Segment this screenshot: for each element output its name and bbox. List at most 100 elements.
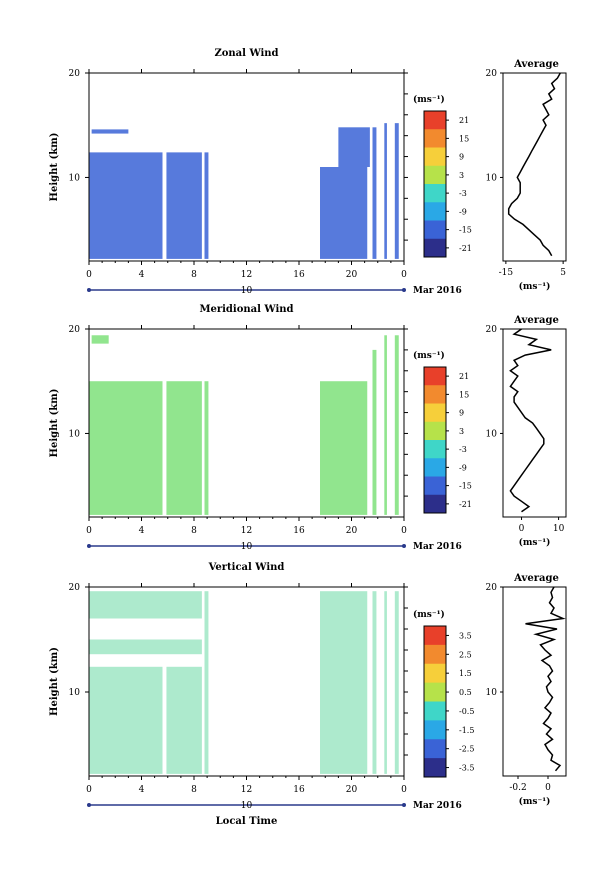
colorbar-segment: [424, 111, 446, 130]
y-tick-label: 10: [69, 173, 81, 183]
x-tick-label: 12: [241, 526, 252, 536]
colorbar-tick-label: 21: [459, 372, 469, 381]
x-tick-label: 4: [139, 270, 145, 280]
colorbar-tick-label: 3.5: [459, 631, 472, 640]
data-block: [89, 591, 202, 619]
x-tick-label: 20: [346, 526, 358, 536]
y-tick-label: 20: [69, 583, 81, 593]
y-axis-label: Height (km): [49, 389, 60, 458]
colorbar-segment: [424, 403, 446, 423]
colorbar-segment: [424, 184, 446, 203]
colorbar-segment: [424, 165, 446, 185]
data-block: [89, 152, 163, 259]
profile-x-label: (ms⁻¹): [519, 537, 551, 548]
x-tick-label: 8: [191, 526, 197, 536]
x-tick-label: 4: [139, 526, 145, 536]
date-axis-start: [87, 288, 91, 292]
colorbar-tick-label: -0.5: [459, 707, 474, 716]
colorbar-tick-label: -2.5: [459, 745, 474, 754]
colorbar-tick-label: 15: [459, 390, 469, 399]
data-block: [166, 666, 202, 774]
data-block: [384, 591, 387, 774]
profile-title: Average: [513, 59, 559, 70]
profile-x-tick-label: -15: [499, 268, 514, 278]
colorbar-segment: [424, 663, 446, 684]
data-block: [166, 381, 202, 515]
x-tick-label: 0: [401, 270, 407, 280]
colorbar-unit: (ms⁻¹): [413, 350, 445, 361]
panel-0: Zonal Wind 10 20 Height (km) 0 4 8 12 16 20 0 10 Mar…: [49, 48, 567, 296]
date-axis-end: [402, 544, 406, 548]
date-tick-label: 10: [241, 286, 253, 296]
data-block: [89, 666, 163, 774]
panel-2: Vertical Wind 10 20 Height (km) 0 4 8 12 16 20 0 10…: [49, 562, 567, 811]
x-tick-label: 0: [86, 785, 92, 795]
profile-x-label: (ms⁻¹): [519, 796, 551, 807]
colorbar-segment: [424, 129, 446, 148]
colorbar-frame: [423, 625, 447, 778]
profile-x-tick-label: 5: [560, 268, 566, 278]
x-tick-label: 0: [86, 526, 92, 536]
x-tick-label: 16: [293, 270, 305, 280]
colorbar-segment: [424, 385, 446, 404]
colorbar-tick-label: -3: [459, 189, 467, 198]
x-tick-label: 0: [401, 785, 407, 795]
x-tick-label: 12: [241, 270, 252, 280]
colorbar-segment: [424, 238, 446, 258]
date-label: Mar 2016: [413, 801, 462, 811]
profile-y-tick-label: 20: [486, 325, 498, 335]
data-block: [204, 381, 209, 515]
colorbar-segment: [424, 421, 446, 441]
data-block: [372, 591, 377, 774]
profile-y-tick-label: 20: [486, 583, 498, 593]
data-block: [372, 349, 377, 515]
colorbar-tick-label: 15: [459, 134, 469, 143]
data-block: [320, 591, 368, 774]
date-axis-start: [87, 803, 91, 807]
colorbar-segment: [424, 720, 446, 740]
profile-y-tick-label: 10: [486, 688, 498, 698]
colorbar-tick-label: -21: [459, 500, 472, 509]
colorbar-segment: [424, 440, 446, 459]
colorbar-segment: [424, 758, 446, 778]
colorbar-tick-label: 2.5: [459, 650, 472, 659]
y-tick-label: 10: [69, 429, 81, 439]
y-tick-label: 20: [69, 69, 81, 79]
profile-x-tick-label: 10: [553, 524, 565, 534]
data-block: [204, 591, 209, 774]
colorbar-tick-label: -9: [459, 463, 467, 472]
data-block: [384, 335, 387, 515]
colorbar-tick-label: 3: [459, 427, 464, 436]
x-tick-label: 0: [401, 526, 407, 536]
profile-line: [507, 72, 561, 257]
colorbar-segment: [424, 626, 446, 646]
profile-line: [525, 586, 566, 772]
colorbar-tick-label: -21: [459, 244, 472, 253]
date-axis-start: [87, 544, 91, 548]
date-tick-label: 10: [241, 542, 253, 552]
data-block: [89, 639, 202, 655]
date-tick-label: 10: [241, 801, 253, 811]
profile-y-tick-label: 10: [486, 429, 498, 439]
profile-x-tick-label: 0: [545, 783, 551, 793]
colorbar-unit: (ms⁻¹): [413, 609, 445, 620]
data-block: [394, 123, 399, 259]
data-block: [91, 335, 109, 344]
colorbar-segment: [424, 476, 446, 496]
profile-x-tick-label: -0.2: [509, 783, 526, 793]
colorbar-unit: (ms⁻¹): [413, 94, 445, 105]
profile-y-tick-label: 20: [486, 69, 498, 79]
data-block: [372, 127, 377, 259]
profile-title: Average: [513, 573, 559, 584]
colorbar-tick-label: -15: [459, 226, 472, 235]
colorbar-frame: [423, 366, 447, 514]
profile-frame: [502, 328, 567, 518]
colorbar-segment: [424, 220, 446, 240]
date-label: Mar 2016: [413, 286, 462, 296]
x-tick-label: 20: [346, 270, 358, 280]
x-tick-label: 20: [346, 785, 358, 795]
data-block: [320, 167, 368, 259]
colorbar-tick-label: -3: [459, 445, 467, 454]
y-tick-label: 10: [69, 688, 81, 698]
